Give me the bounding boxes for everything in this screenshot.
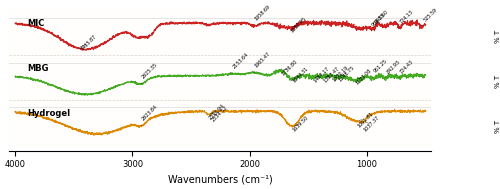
Bar (10, 100, 432, 145)
Text: 1965.47: 1965.47 (254, 51, 272, 73)
Text: 1380.47: 1380.47 (322, 66, 340, 84)
Text: 1091.81: 1091.81 (356, 110, 374, 128)
Bar (10, 55, 432, 100)
Text: 3465.87: 3465.87 (80, 34, 98, 52)
X-axis label: Wavenumbers (cm⁻¹): Wavenumbers (cm⁻¹) (168, 175, 273, 185)
Text: 2153.64: 2153.64 (232, 52, 250, 73)
Text: 1958.69: 1958.69 (254, 4, 272, 26)
Text: 1650.95: 1650.95 (290, 16, 308, 34)
Text: 842.93: 842.93 (386, 59, 401, 77)
Text: 1736.80: 1736.80 (280, 59, 298, 77)
Text: 960.35: 960.35 (372, 12, 387, 30)
Text: 724.13: 724.13 (399, 9, 414, 28)
Text: % T: % T (496, 75, 500, 88)
Text: 2334.52: 2334.52 (210, 105, 228, 123)
Text: MBG: MBG (27, 64, 48, 73)
Text: MIC: MIC (27, 19, 44, 29)
Text: 1300.19: 1300.19 (332, 65, 349, 82)
Text: 1639.50: 1639.50 (292, 115, 310, 132)
Text: 1464.17: 1464.17 (312, 66, 330, 84)
Text: 2356.94: 2356.94 (208, 103, 226, 120)
Text: % T: % T (496, 30, 500, 43)
Text: 2923.84: 2923.84 (141, 104, 158, 126)
Text: 724.43: 724.43 (400, 59, 415, 78)
Text: 2925.35: 2925.35 (140, 62, 158, 84)
Text: % T: % T (496, 120, 500, 133)
Text: 948.60: 948.60 (373, 9, 389, 28)
Text: 525.59: 525.59 (422, 7, 438, 26)
Text: 1103.08: 1103.08 (355, 68, 372, 85)
Text: 1644.31: 1644.31 (292, 66, 310, 84)
Bar (10, 10, 432, 55)
Text: 1248.75: 1248.75 (338, 65, 355, 83)
Text: 1037.37: 1037.37 (362, 115, 380, 132)
Text: Hydrogel: Hydrogel (27, 109, 70, 118)
Text: 951.25: 951.25 (372, 59, 388, 77)
